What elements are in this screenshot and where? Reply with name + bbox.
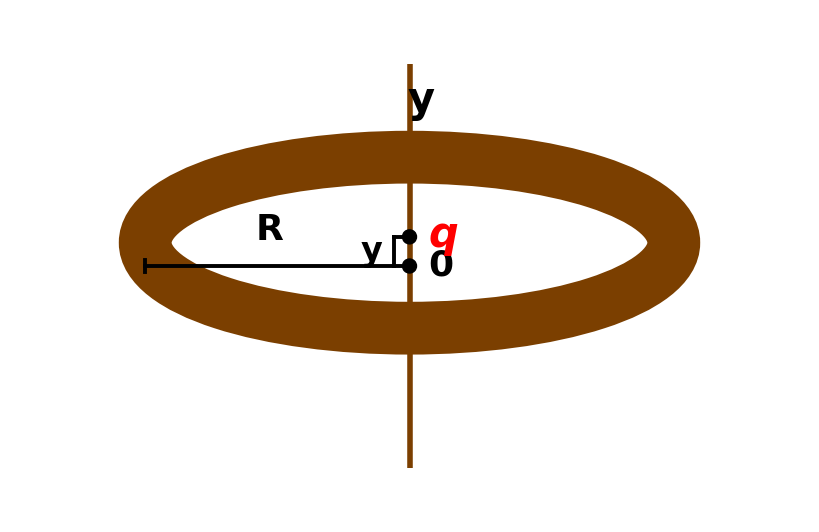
Text: 0: 0: [428, 249, 453, 283]
Text: y: y: [408, 79, 435, 121]
Text: y: y: [360, 235, 382, 268]
Circle shape: [402, 230, 417, 244]
Text: q: q: [428, 214, 458, 256]
Text: R: R: [256, 213, 283, 246]
Circle shape: [402, 259, 417, 273]
